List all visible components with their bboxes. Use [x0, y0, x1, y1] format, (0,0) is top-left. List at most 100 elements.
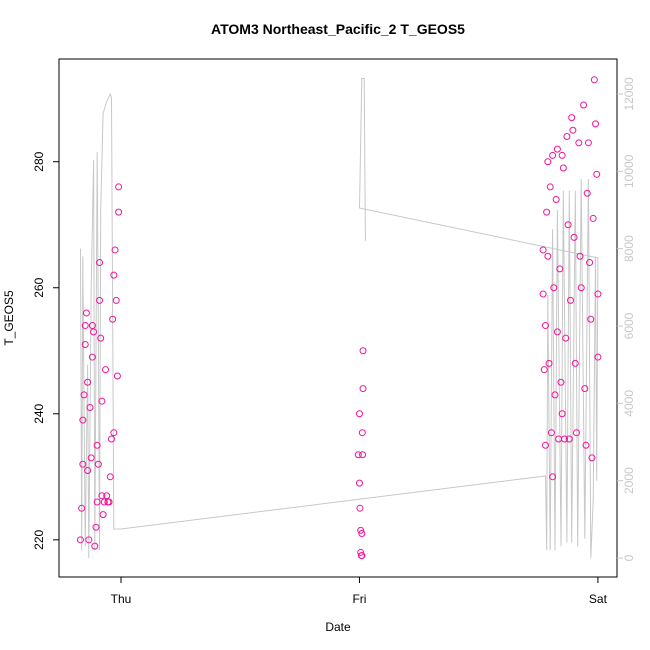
point	[551, 391, 559, 399]
point	[582, 441, 590, 449]
point	[112, 296, 120, 304]
point	[109, 315, 117, 323]
point	[79, 460, 87, 468]
point	[539, 290, 547, 298]
point	[81, 340, 89, 348]
point	[106, 473, 114, 481]
point	[589, 214, 597, 222]
y2-tick-label: 8000	[622, 235, 636, 262]
point	[575, 139, 583, 147]
point	[91, 542, 99, 550]
point	[80, 391, 88, 399]
point	[85, 536, 93, 544]
y2-tick-label: 4000	[622, 390, 636, 417]
point	[541, 322, 549, 330]
point	[577, 284, 585, 292]
point	[559, 164, 567, 172]
point	[82, 309, 90, 317]
point	[79, 416, 87, 424]
point	[111, 246, 119, 254]
x-tick-label: Sat	[589, 592, 608, 606]
point	[105, 498, 113, 506]
point	[96, 259, 104, 267]
point	[540, 366, 548, 374]
point	[86, 403, 94, 411]
point	[358, 429, 366, 437]
point	[569, 126, 577, 134]
y2-tick-label: 0	[622, 554, 636, 561]
point	[544, 252, 552, 260]
point	[556, 265, 564, 273]
point	[571, 359, 579, 367]
point	[563, 133, 571, 141]
line	[80, 78, 599, 559]
x-tick-label: Fri	[352, 592, 366, 606]
point	[358, 530, 366, 538]
point	[590, 76, 598, 84]
point	[110, 271, 118, 279]
point	[558, 151, 566, 159]
y-axis-label: T_GEOS5	[2, 290, 16, 346]
point	[94, 460, 102, 468]
point	[110, 429, 118, 437]
point	[92, 523, 100, 531]
point	[594, 353, 602, 361]
point	[90, 328, 98, 336]
point	[93, 441, 101, 449]
point	[76, 536, 84, 544]
point	[549, 473, 557, 481]
point	[99, 511, 107, 519]
y2-tick-label: 2000	[622, 467, 636, 494]
point	[354, 451, 362, 459]
point	[358, 552, 366, 560]
point	[102, 366, 109, 374]
point	[88, 353, 96, 361]
chart-title: ATOM3 Northeast_Pacific_2 T_GEOS5	[211, 21, 465, 37]
point	[359, 385, 367, 393]
point	[547, 429, 555, 437]
point	[584, 139, 592, 147]
point	[543, 208, 551, 216]
point	[588, 454, 596, 462]
point	[580, 101, 588, 109]
y-tick-label: 280	[32, 151, 46, 171]
point	[84, 378, 92, 386]
point	[553, 328, 561, 336]
y-tick-label: 260	[32, 277, 46, 297]
point	[557, 378, 565, 386]
y2-tick-label: 6000	[622, 312, 636, 339]
point	[359, 451, 367, 459]
point	[97, 334, 105, 342]
point	[545, 359, 553, 367]
point	[594, 290, 602, 298]
x-tick-label: Thu	[111, 592, 132, 606]
point	[539, 246, 547, 254]
point	[78, 504, 86, 512]
point	[96, 296, 104, 304]
point	[587, 315, 595, 323]
point	[568, 114, 576, 122]
point	[592, 120, 600, 128]
point	[550, 284, 558, 292]
point	[549, 151, 557, 159]
point	[98, 492, 106, 500]
plot-frame	[58, 58, 618, 578]
point	[561, 435, 569, 443]
point	[103, 492, 111, 500]
point	[593, 170, 601, 178]
point	[357, 526, 365, 534]
point	[562, 334, 570, 342]
point	[115, 208, 123, 216]
y-tick-label: 240	[32, 403, 46, 423]
point	[356, 504, 364, 512]
point	[359, 347, 367, 355]
point	[570, 233, 578, 241]
point	[115, 183, 123, 191]
point	[355, 410, 363, 418]
y2-tick-label: 12000	[622, 77, 636, 111]
point	[357, 548, 365, 556]
point	[100, 498, 108, 506]
point	[546, 183, 554, 191]
point	[553, 145, 561, 153]
point	[81, 322, 89, 330]
